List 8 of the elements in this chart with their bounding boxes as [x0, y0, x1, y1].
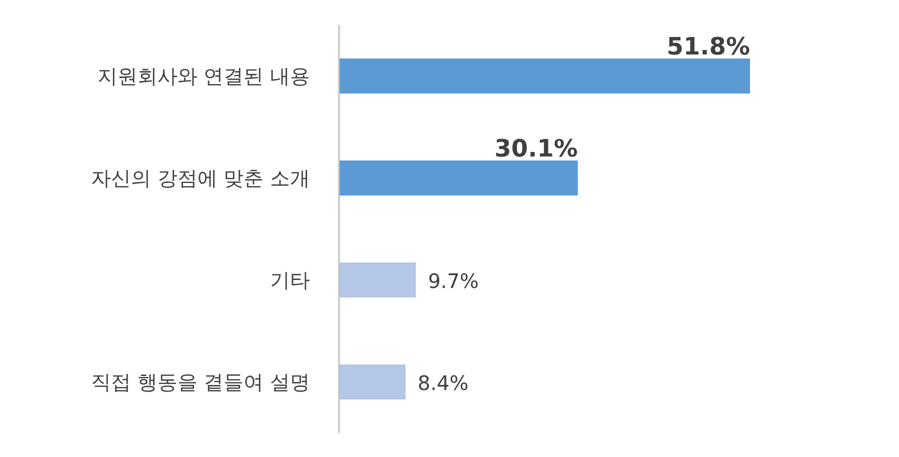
y-tick-label: 자신의 강점에 맞춘 소개	[90, 166, 310, 190]
data-label: 51.8%	[666, 32, 750, 60]
y-tick-label: 기타	[270, 268, 310, 292]
data-label: 30.1%	[494, 134, 578, 162]
data-label: 9.7%	[428, 269, 479, 293]
y-tick-label: 직접 행동을 곁들여 설명	[90, 370, 310, 394]
data-label: 8.4%	[418, 371, 468, 395]
y-tick-label: 지원회사와 연결된 내용	[97, 64, 310, 88]
